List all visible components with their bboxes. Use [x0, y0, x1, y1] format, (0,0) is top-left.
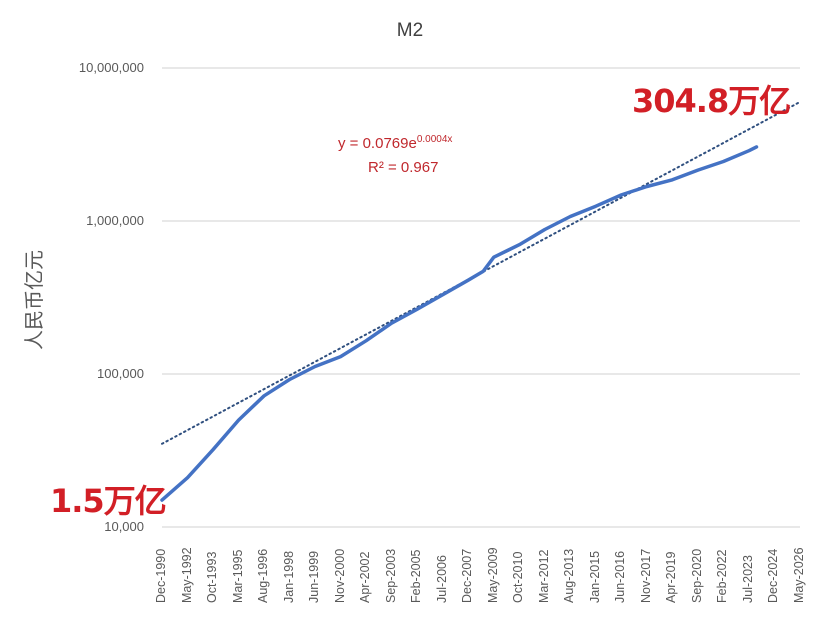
x-tick-label: May-2026 — [792, 547, 806, 603]
x-tick-label: Oct-1993 — [205, 551, 220, 603]
x-tick-label: Jan-1998 — [281, 550, 296, 603]
x-tick-label: Aug-2013 — [562, 548, 577, 603]
x-tick-label: Dec-1990 — [154, 548, 168, 603]
y-tick-label: 100,000 — [97, 366, 144, 381]
trend-equation: y = 0.0769e0.0004x — [338, 134, 453, 152]
gridlines — [162, 67, 800, 528]
x-tick-label: Nov-2017 — [638, 548, 653, 603]
y-tick-label: 10,000 — [104, 519, 144, 534]
x-tick-label: Aug-1996 — [256, 548, 271, 603]
x-tick-label: Sep-2020 — [689, 548, 704, 603]
chart-title: M2 — [396, 20, 424, 41]
x-tick-label: Feb-2005 — [409, 549, 424, 603]
start-value-label: 1.5万亿 — [50, 482, 167, 520]
y-tick-label: 10,000,000 — [78, 60, 144, 75]
m2-series-line — [160, 145, 759, 502]
x-tick-label: Apr-2019 — [664, 551, 679, 603]
end-value-label: 304.8万亿 — [632, 82, 791, 120]
x-tick-label: Jun-1999 — [307, 550, 322, 603]
x-tick-label: Dec-2007 — [460, 548, 475, 603]
x-tick-label: May-2009 — [485, 547, 500, 603]
x-tick-label: May-1992 — [179, 547, 194, 603]
x-tick-label: Mar-2012 — [536, 549, 551, 604]
x-tick-label: Oct-2010 — [511, 551, 526, 603]
x-tick-label: Nov-2000 — [332, 548, 347, 603]
x-tick-label: Feb-2022 — [715, 549, 730, 603]
r-squared-label: R² = 0.967 — [368, 159, 439, 176]
y-tick-label: 1,000,000 — [86, 213, 144, 228]
x-tick-label: Jun-2016 — [613, 550, 628, 603]
x-tick-label: Mar-1995 — [230, 549, 245, 604]
x-tick-label: Apr-2002 — [358, 551, 373, 603]
x-tick-label: Sep-2003 — [383, 548, 398, 603]
x-tick-label: Dec-2024 — [766, 548, 781, 603]
x-tick-label: Jul-2006 — [434, 555, 449, 603]
x-tick-label: Jul-2023 — [740, 555, 755, 603]
x-tick-label: Jan-2015 — [587, 550, 602, 603]
